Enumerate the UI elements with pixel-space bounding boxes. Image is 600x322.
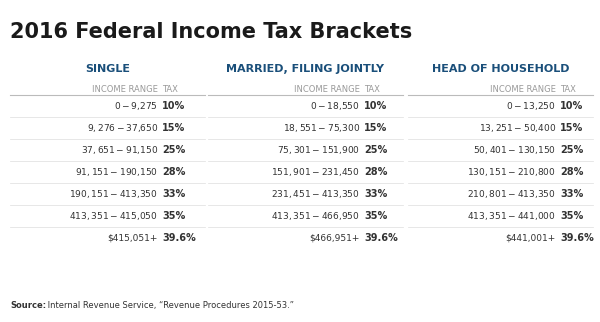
Text: $75,301 - $151,900: $75,301 - $151,900 bbox=[277, 144, 360, 156]
Text: TAX: TAX bbox=[364, 85, 380, 94]
Text: $0 -   $13,250: $0 - $13,250 bbox=[506, 100, 556, 112]
Text: Internal Revenue Service, “Revenue Procedures 2015-53.”: Internal Revenue Service, “Revenue Proce… bbox=[45, 301, 294, 310]
Text: $91,151 - $190,150: $91,151 - $190,150 bbox=[75, 166, 158, 178]
Text: INCOME RANGE: INCOME RANGE bbox=[294, 85, 360, 94]
Text: $415,051+: $415,051+ bbox=[107, 233, 158, 242]
Text: $130,151 - $210,800: $130,151 - $210,800 bbox=[467, 166, 556, 178]
Text: $0 -   $18,550: $0 - $18,550 bbox=[310, 100, 360, 112]
Text: $466,951+: $466,951+ bbox=[310, 233, 360, 242]
Text: 15%: 15% bbox=[560, 123, 583, 133]
Text: 28%: 28% bbox=[364, 167, 388, 177]
Text: $18,551 -  $75,300: $18,551 - $75,300 bbox=[283, 122, 360, 134]
Text: $0 -   $9,275: $0 - $9,275 bbox=[114, 100, 158, 112]
Text: Source:: Source: bbox=[10, 301, 46, 310]
Text: 28%: 28% bbox=[162, 167, 185, 177]
Text: 10%: 10% bbox=[560, 101, 583, 111]
Text: 28%: 28% bbox=[560, 167, 583, 177]
Text: $413,351 - $466,950: $413,351 - $466,950 bbox=[271, 210, 360, 222]
Text: $210,801 - $413,350: $210,801 - $413,350 bbox=[467, 188, 556, 200]
Text: 25%: 25% bbox=[364, 145, 387, 155]
Text: $441,001+: $441,001+ bbox=[506, 233, 556, 242]
Text: MARRIED, FILING JOINTLY: MARRIED, FILING JOINTLY bbox=[227, 64, 385, 74]
Text: 39.6%: 39.6% bbox=[162, 233, 196, 243]
Text: $9,276 -  $37,650: $9,276 - $37,650 bbox=[86, 122, 158, 134]
Text: 35%: 35% bbox=[162, 211, 185, 221]
Text: 10%: 10% bbox=[364, 101, 387, 111]
Text: 2016 Federal Income Tax Brackets: 2016 Federal Income Tax Brackets bbox=[10, 22, 412, 42]
Text: 39.6%: 39.6% bbox=[560, 233, 594, 243]
Text: TAX: TAX bbox=[162, 85, 178, 94]
Text: $231,451 - $413,350: $231,451 - $413,350 bbox=[271, 188, 360, 200]
Text: 15%: 15% bbox=[162, 123, 185, 133]
Text: 25%: 25% bbox=[560, 145, 583, 155]
Text: 33%: 33% bbox=[560, 189, 583, 199]
Text: 15%: 15% bbox=[364, 123, 387, 133]
Text: 10%: 10% bbox=[162, 101, 185, 111]
Text: 35%: 35% bbox=[560, 211, 583, 221]
Text: SINGLE: SINGLE bbox=[85, 64, 130, 74]
Text: HEAD OF HOUSEHOLD: HEAD OF HOUSEHOLD bbox=[432, 64, 569, 74]
Text: $13,251 -  $50,400: $13,251 - $50,400 bbox=[479, 122, 556, 134]
Text: INCOME RANGE: INCOME RANGE bbox=[490, 85, 556, 94]
Text: 33%: 33% bbox=[162, 189, 185, 199]
Text: $413,351 - $415,050: $413,351 - $415,050 bbox=[70, 210, 158, 222]
Text: $190,151 - $413,350: $190,151 - $413,350 bbox=[70, 188, 158, 200]
Text: 25%: 25% bbox=[162, 145, 185, 155]
Text: 35%: 35% bbox=[364, 211, 387, 221]
Text: INCOME RANGE: INCOME RANGE bbox=[92, 85, 158, 94]
Text: $37,651 -  $91,150: $37,651 - $91,150 bbox=[81, 144, 158, 156]
Text: $151,901 - $231,450: $151,901 - $231,450 bbox=[271, 166, 360, 178]
Text: $413,351 - $441,000: $413,351 - $441,000 bbox=[467, 210, 556, 222]
Text: 33%: 33% bbox=[364, 189, 387, 199]
Text: TAX: TAX bbox=[560, 85, 576, 94]
Text: $50,401 - $130,150: $50,401 - $130,150 bbox=[473, 144, 556, 156]
Text: 39.6%: 39.6% bbox=[364, 233, 398, 243]
